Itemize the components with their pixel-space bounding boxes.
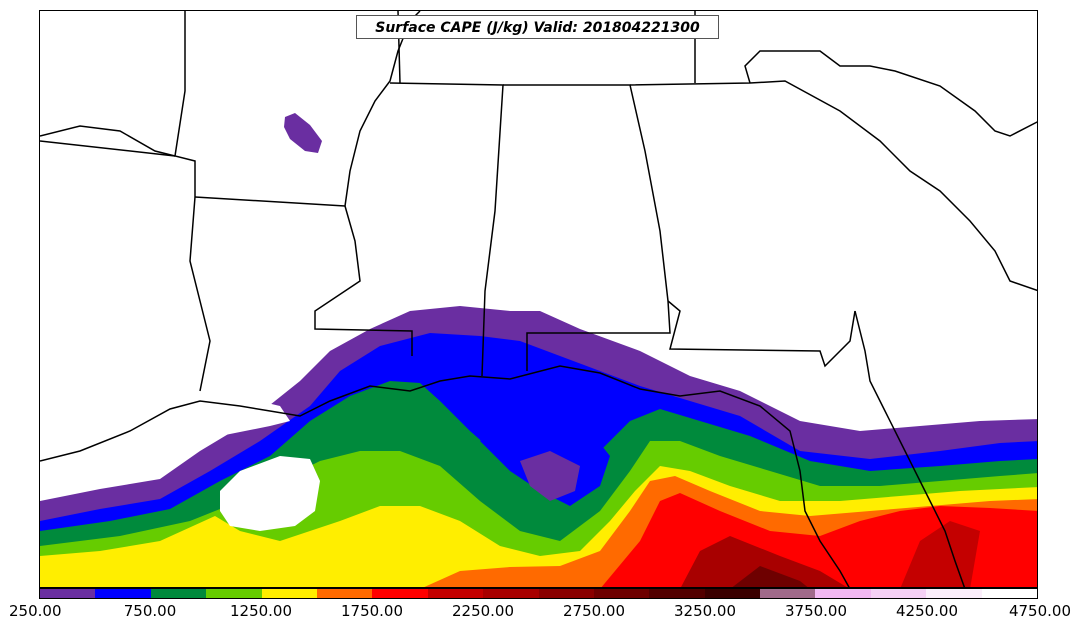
cape-fill-layer <box>40 113 1037 587</box>
colorbar-segment <box>261 589 317 598</box>
map-panel <box>39 10 1038 588</box>
colorbar-tick-label: 1750.00 <box>340 602 404 620</box>
colorbar <box>39 588 1038 599</box>
colorbar-tick-label: 1250.00 <box>229 602 293 620</box>
map-title: Surface CAPE (J/kg) Valid: 201804221300 <box>356 15 719 39</box>
colorbar-segment <box>593 589 650 598</box>
colorbar-tick-label: 2250.00 <box>451 602 515 620</box>
colorbar-segment <box>206 589 262 598</box>
colorbar-segment <box>427 589 484 598</box>
colorbar-segment <box>40 589 96 598</box>
state-boundaries <box>40 11 1037 587</box>
colorbar-tick-label: 250.00 <box>9 602 62 620</box>
colorbar-tick-label: 2750.00 <box>562 602 626 620</box>
colorbar-segment <box>981 589 1038 598</box>
colorbar-segment <box>926 589 982 598</box>
colorbar-segment <box>483 589 539 598</box>
colorbar-segment <box>870 589 927 598</box>
colorbar-segment <box>704 589 761 598</box>
colorbar-segment <box>95 589 151 598</box>
colorbar-tick-label: 750.00 <box>123 602 177 620</box>
colorbar-segment <box>815 589 871 598</box>
colorbar-segment <box>538 589 594 598</box>
colorbar-segment <box>649 589 705 598</box>
colorbar-segment <box>150 589 207 598</box>
colorbar-segment <box>760 589 816 598</box>
colorbar-tick-label: 4750.00 <box>1008 602 1071 620</box>
colorbar-segment <box>372 589 428 598</box>
colorbar-tick-label: 4250.00 <box>895 602 959 620</box>
colorbar-tick-label: 3750.00 <box>784 602 848 620</box>
colorbar-tick-label: 3250.00 <box>673 602 737 620</box>
colorbar-segment <box>316 589 373 598</box>
cape-map <box>40 11 1037 587</box>
